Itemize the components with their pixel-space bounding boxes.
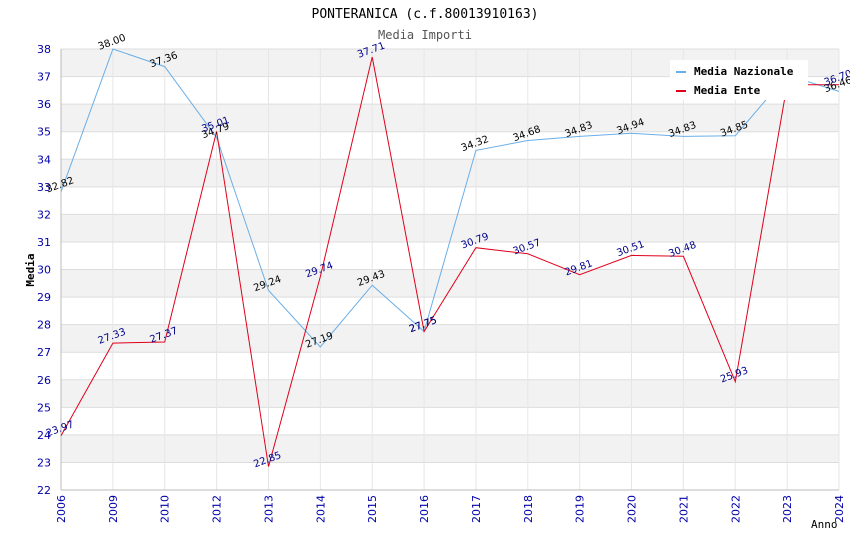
- y-tick-label: 38: [37, 43, 51, 56]
- y-tick-label: 24: [37, 429, 51, 442]
- axes: [60, 49, 839, 491]
- y-tick-label: 34: [37, 153, 51, 166]
- x-axis-label: Anno: [811, 518, 838, 531]
- x-tick-label: 2022: [729, 495, 742, 523]
- x-tick-label: 2009: [107, 495, 120, 523]
- chart-subtitle: Media Importi: [378, 28, 472, 42]
- y-tick-label: 36: [37, 98, 51, 111]
- x-tick-label: 2018: [522, 495, 535, 523]
- y-tick-label: 30: [37, 264, 51, 277]
- x-tick-label: 2024: [833, 495, 846, 523]
- x-tick-label: 2023: [781, 495, 794, 523]
- x-tick-label: 2021: [677, 495, 690, 523]
- series-line-nazionale: [60, 48, 840, 348]
- x-tick-label: 2020: [626, 495, 639, 523]
- y-tick-label: 31: [37, 236, 51, 249]
- y-tick-label: 28: [37, 319, 51, 332]
- y-tick-label: 33: [37, 181, 51, 194]
- series-lines: [60, 48, 840, 467]
- x-tick-label: 2016: [418, 495, 431, 523]
- y-tick-label: 27: [37, 346, 51, 359]
- x-tick-label: 2010: [159, 495, 172, 523]
- grid-band: [61, 159, 839, 187]
- grid-band: [61, 104, 839, 132]
- x-tick-label: 2015: [366, 495, 379, 523]
- y-tick-label: 23: [37, 456, 51, 469]
- x-tick-label: 2014: [314, 495, 327, 523]
- grid-band: [61, 269, 839, 298]
- data-label-ente: 30.48: [667, 240, 698, 260]
- x-tick-label: 2019: [574, 495, 587, 523]
- grid-band: [61, 434, 839, 463]
- y-tick-label: 35: [37, 126, 51, 139]
- y-tick-label: 22: [37, 484, 51, 497]
- y-tick-label: 25: [37, 401, 51, 414]
- grid-band: [61, 324, 839, 353]
- series-line-ente: [60, 56, 839, 467]
- grid-band: [61, 214, 839, 242]
- y-tick-label: 37: [37, 71, 51, 84]
- legend: Media Nazionale Media Ente: [670, 60, 808, 100]
- y-axis-label: Media: [24, 253, 37, 286]
- data-label-nazionale: 32.82: [45, 175, 76, 195]
- chart-title: PONTERANICA (c.f.80013910163): [312, 7, 539, 22]
- y-tick-label: 26: [37, 374, 51, 387]
- grid-band: [61, 379, 839, 408]
- grid-lines: [60, 48, 840, 491]
- x-tick-label: 2012: [211, 495, 224, 523]
- y-tick-label: 32: [37, 208, 51, 221]
- x-tick-labels: 2006 2009 2010 2012 2013 2014 2015 2016 2017 2018…: [55, 495, 846, 523]
- x-tick-label: 2006: [55, 495, 68, 523]
- x-tick-label: 2013: [262, 495, 275, 523]
- x-tick-label: 2017: [470, 495, 483, 523]
- legend-box: [670, 60, 808, 100]
- y-tick-label: 29: [37, 291, 51, 304]
- legend-label-ente: Media Ente: [694, 84, 761, 97]
- data-label-nazionale: 34.32: [460, 134, 491, 154]
- grid-bands: [61, 49, 839, 463]
- legend-label-nazionale: Media Nazionale: [694, 65, 794, 78]
- y-tick-labels: 22 23 24 25 26 27 28 29 30 31 32 33 34 35 36 37 38: [37, 43, 51, 497]
